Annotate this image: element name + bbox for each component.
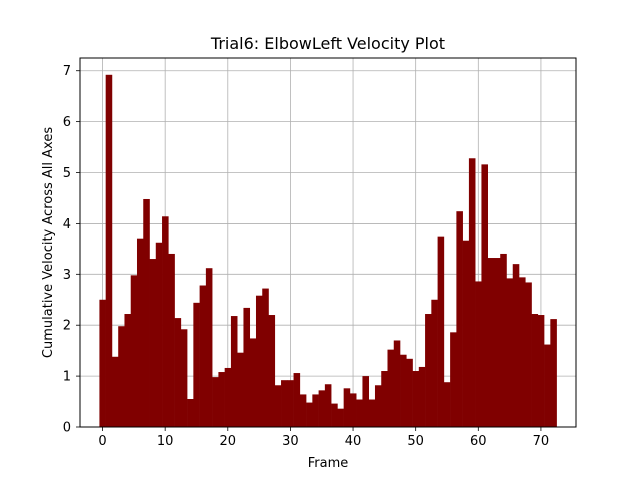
bar (162, 216, 169, 427)
bar (299, 394, 307, 427)
bar (537, 315, 545, 427)
bar (281, 380, 288, 427)
bar (506, 278, 514, 427)
x-axis-label: Frame (308, 456, 349, 471)
bar (118, 326, 125, 427)
x-tick-label: 70 (533, 434, 550, 449)
bar (487, 258, 495, 427)
bar (531, 314, 539, 427)
bar (349, 393, 357, 427)
x-axis-ticks: 0 10 20 30 40 50 60 70 (98, 427, 549, 449)
bar (155, 242, 163, 427)
bar (519, 277, 526, 427)
bar (481, 164, 488, 428)
bar (500, 253, 507, 427)
bar (362, 376, 370, 427)
bar (374, 385, 382, 427)
y-tick-label: 7 (63, 64, 71, 79)
bar (174, 318, 182, 427)
x-tick-label: 30 (282, 434, 299, 449)
bar (450, 332, 457, 427)
bar (393, 340, 401, 427)
bar (468, 158, 476, 427)
bar (168, 253, 175, 427)
x-tick-label: 10 (157, 434, 174, 449)
bar (218, 372, 225, 427)
bar (337, 408, 344, 427)
bar (111, 356, 119, 427)
bar (493, 258, 501, 427)
bar (230, 316, 238, 427)
bar (324, 384, 332, 427)
bar (274, 385, 282, 427)
y-axis-label: Cumulative Velocity Across All Axes (41, 127, 56, 358)
bar (130, 275, 138, 427)
bar (368, 399, 376, 427)
bar (443, 382, 451, 427)
bar (437, 236, 445, 427)
bar (149, 259, 157, 427)
x-tick-label: 50 (407, 434, 424, 449)
bar (431, 299, 438, 427)
bar (124, 314, 132, 427)
bar (544, 344, 551, 427)
bar (180, 329, 188, 427)
bar (425, 314, 432, 427)
bar (387, 349, 395, 427)
bar (243, 307, 251, 427)
y-tick-label: 1 (63, 370, 71, 385)
bar (306, 402, 313, 427)
bar (105, 74, 113, 427)
x-tick-label: 40 (345, 434, 362, 449)
bar (475, 281, 482, 427)
bar (99, 299, 106, 427)
bar (356, 399, 363, 427)
bar (293, 373, 301, 427)
bar (525, 282, 532, 427)
bar (343, 388, 351, 427)
bar (136, 238, 144, 427)
bar (512, 264, 520, 427)
bar (199, 285, 207, 427)
bar (143, 198, 150, 427)
bar (193, 302, 200, 427)
bar (249, 338, 257, 427)
bar (287, 380, 294, 427)
x-tick-label: 0 (98, 434, 106, 449)
bar (205, 268, 213, 427)
y-tick-label: 5 (63, 166, 71, 181)
bar (400, 354, 407, 427)
axes-frame (79, 57, 577, 428)
bar (212, 377, 219, 427)
y-tick-label: 6 (63, 115, 71, 130)
y-axis-ticks: 0 1 2 3 4 5 6 7 (63, 64, 80, 436)
y-tick-label: 4 (63, 217, 71, 232)
x-tick-label: 60 (470, 434, 487, 449)
bar (255, 295, 263, 427)
bar (224, 367, 232, 427)
bar (268, 315, 276, 427)
bar (187, 399, 194, 427)
y-tick-label: 3 (63, 268, 71, 283)
bars-layer (99, 74, 557, 428)
bar (550, 319, 557, 427)
chart-title: Trial6: ElbowLeft Velocity Plot (210, 34, 445, 53)
bar (312, 394, 319, 427)
bar (406, 358, 413, 427)
bar (456, 211, 463, 427)
bar (381, 371, 388, 427)
y-tick-label: 2 (63, 319, 71, 334)
bar (262, 288, 269, 427)
x-tick-label: 20 (220, 434, 237, 449)
bar (237, 352, 244, 427)
y-tick-label: 0 (63, 421, 71, 436)
bar (412, 371, 420, 427)
bar (418, 366, 426, 427)
bar (331, 403, 338, 427)
bar (462, 240, 470, 427)
bar (318, 390, 326, 427)
